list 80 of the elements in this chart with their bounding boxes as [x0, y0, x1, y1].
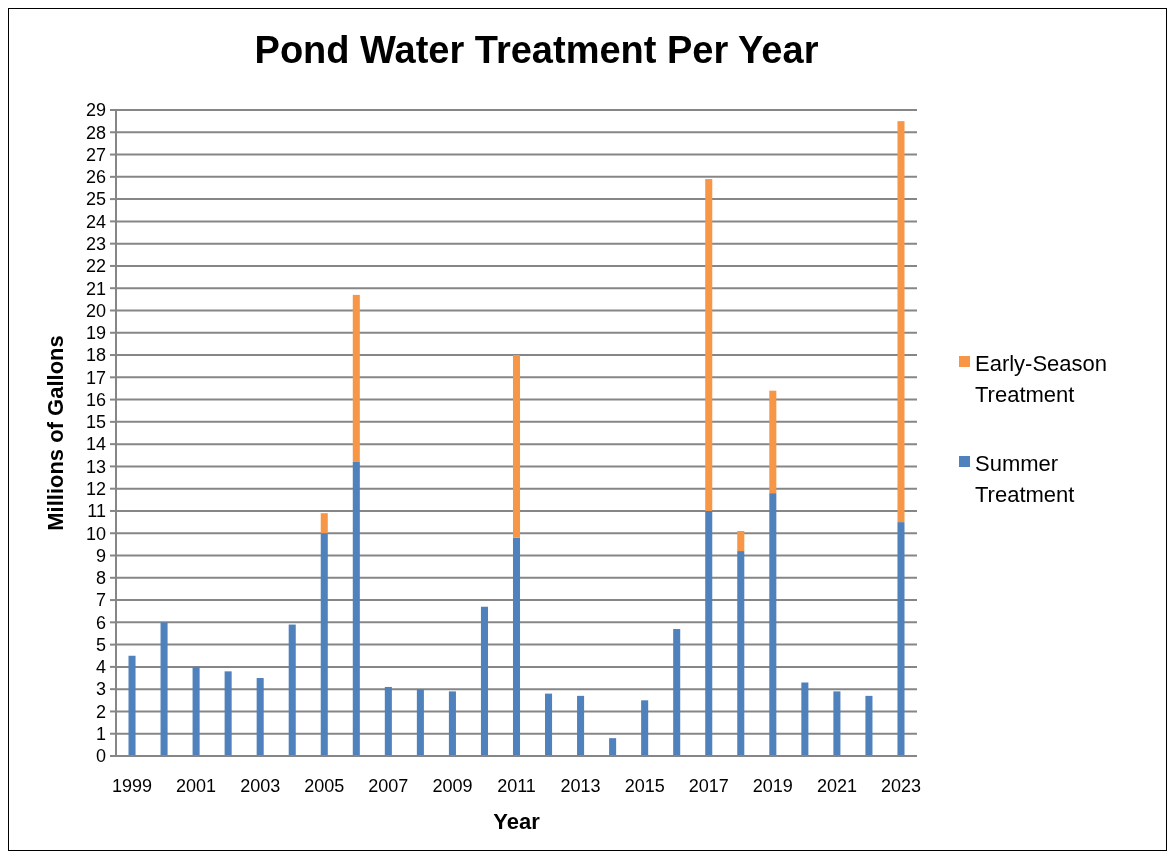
bar — [160, 622, 168, 756]
bar — [577, 695, 585, 756]
x-tick-label: 2017 — [688, 776, 729, 796]
bar — [769, 390, 777, 494]
x-tick-label: 2011 — [497, 776, 536, 796]
y-tick-label: 10 — [85, 523, 106, 544]
y-tick-label: 14 — [85, 434, 106, 455]
bar — [384, 686, 392, 756]
y-tick-label: 11 — [87, 501, 106, 522]
bar — [833, 691, 841, 756]
legend-label: Early-Season Treatment — [975, 350, 1108, 407]
chart-title: Pond Water Treatment Per Year — [254, 29, 819, 71]
y-tick-label: 22 — [85, 256, 106, 277]
x-tick-label: 2009 — [432, 776, 473, 796]
y-tick-label: 23 — [85, 233, 106, 254]
y-tick-label: 6 — [95, 612, 106, 633]
bar — [512, 537, 521, 756]
x-tick-label: 2013 — [560, 776, 601, 796]
bar — [128, 655, 136, 756]
y-tick-label: 4 — [95, 657, 106, 678]
bar — [897, 522, 905, 756]
y-tick-label: 13 — [85, 456, 106, 477]
bar — [545, 693, 553, 756]
y-tick-label: 2 — [95, 701, 106, 722]
y-tick-label: 8 — [95, 568, 106, 589]
y-tick-label: 26 — [85, 167, 106, 188]
x-tick-label: 2001 — [176, 776, 217, 796]
y-tick-label: 3 — [95, 679, 106, 700]
x-tick-label: 2015 — [624, 776, 665, 796]
bar — [448, 691, 456, 756]
x-tick-label: 1999 — [112, 776, 153, 796]
bar — [801, 682, 809, 756]
y-tick-label: 0 — [95, 746, 106, 767]
x-tick-label: 2023 — [880, 776, 921, 796]
y-axis-title: Millions of Gallons — [43, 335, 68, 531]
x-tick-label: 2003 — [240, 776, 281, 796]
y-tick-label: 15 — [85, 412, 106, 433]
bar — [737, 531, 745, 552]
bar — [865, 695, 873, 756]
y-tick-label: 21 — [85, 278, 106, 299]
y-tick-label: 19 — [85, 323, 106, 344]
bar — [480, 606, 488, 756]
bar — [192, 666, 200, 756]
bar — [288, 624, 296, 756]
x-axis-title: Year — [493, 809, 541, 834]
bar — [609, 738, 617, 756]
x-tick-label: 2021 — [816, 776, 857, 796]
bar — [352, 461, 360, 756]
y-tick-label: 7 — [95, 590, 106, 611]
bar — [673, 629, 681, 756]
y-tick-label: 28 — [85, 122, 106, 143]
legend-label: Summer Treatment — [975, 450, 1075, 507]
bar — [224, 671, 232, 756]
bar — [256, 678, 264, 756]
bar — [416, 689, 424, 756]
y-tick-label: 18 — [85, 345, 106, 366]
y-tick-label: 16 — [85, 389, 106, 410]
y-tick-label: 29 — [85, 100, 106, 121]
y-tick-label: 17 — [85, 367, 106, 388]
bar — [320, 533, 328, 756]
bar — [897, 121, 905, 523]
bar — [352, 294, 360, 462]
bar — [705, 510, 713, 756]
x-tick-label: 2005 — [304, 776, 345, 796]
bar — [320, 513, 328, 534]
bar — [705, 179, 713, 511]
y-tick-label: 25 — [85, 189, 106, 210]
y-tick-label: 9 — [95, 545, 106, 566]
y-tick-label: 24 — [85, 211, 106, 232]
bar — [641, 700, 649, 756]
bar — [737, 551, 745, 756]
y-tick-label: 1 — [95, 724, 106, 745]
y-tick-label: 27 — [85, 144, 106, 165]
bar — [512, 355, 521, 538]
x-tick-label: 2019 — [752, 776, 793, 796]
x-tick-label: 2007 — [368, 776, 409, 796]
y-tick-label: 5 — [95, 634, 106, 655]
y-tick-label: 12 — [85, 478, 106, 499]
bar — [769, 493, 777, 756]
y-tick-label: 20 — [85, 300, 106, 321]
